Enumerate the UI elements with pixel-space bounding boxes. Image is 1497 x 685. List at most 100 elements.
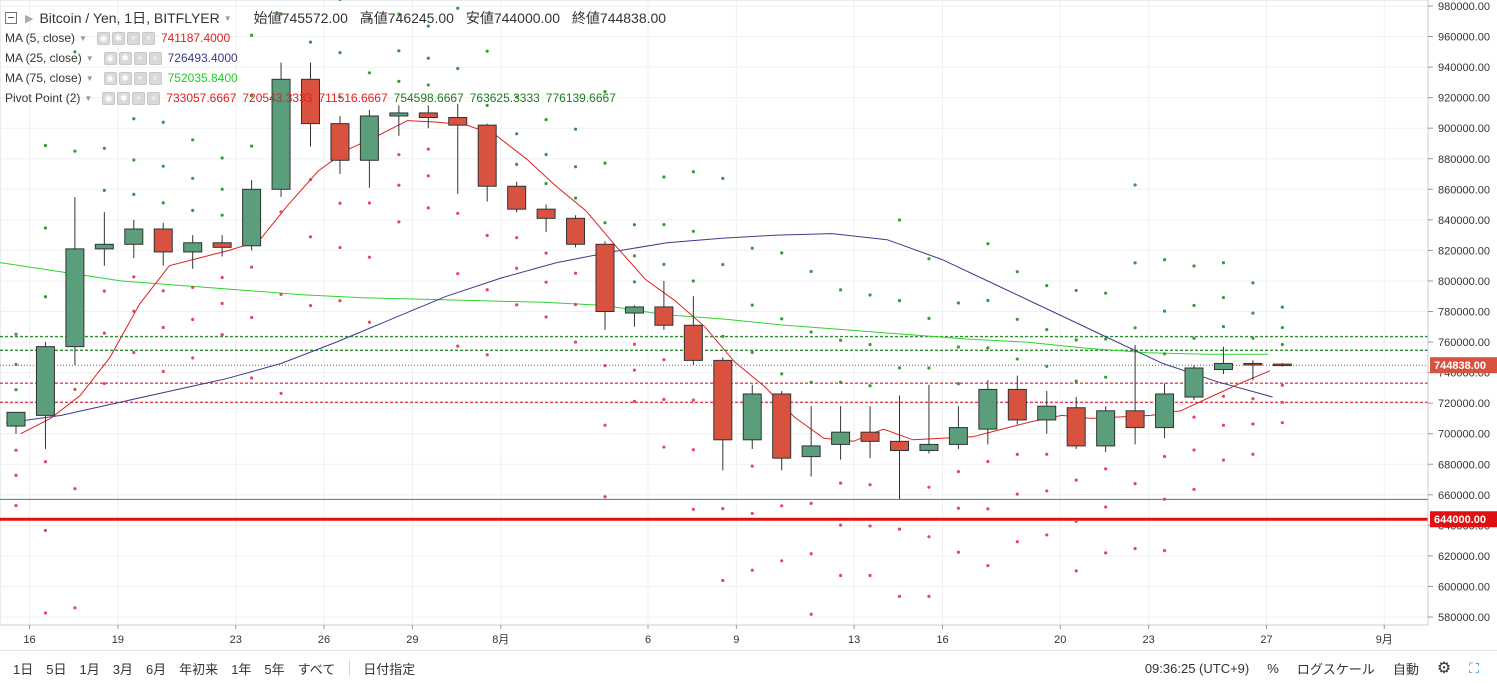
candlesticks [6, 62, 1292, 500]
chevron-down-icon[interactable]: ▼ [79, 33, 87, 43]
pivot-resistance-dot [1104, 291, 1108, 295]
plus-icon[interactable]: + [126, 31, 140, 45]
price-tick-label: 580000.00 [1438, 612, 1490, 624]
line-price-label-bg [1430, 511, 1497, 528]
pivot-resistance-dot [191, 176, 195, 180]
eye-icon[interactable]: ◉ [102, 91, 116, 105]
pivot-resistance-dot [191, 138, 195, 142]
range-button[interactable]: すべて [297, 661, 336, 677]
date-range-button[interactable]: 日付指定 [363, 661, 416, 677]
candle-body [860, 431, 880, 442]
gear-icon[interactable]: ✱ [118, 51, 132, 65]
candle [212, 235, 232, 257]
candle [153, 222, 173, 266]
auto-scale-toggle[interactable]: 自動 [1392, 661, 1419, 677]
indicator-row[interactable]: Pivot Point (2) ▼ ◉ ✱ + × 733057.6667 720543.33… [5, 89, 616, 107]
chevron-down-icon[interactable]: ▼ [84, 93, 93, 103]
pivot-resistance-dot [839, 288, 843, 292]
time-tick-label: 16 [936, 634, 948, 646]
pivot-support-dot [573, 340, 578, 344]
chevron-down-icon[interactable]: ▼ [85, 53, 94, 63]
pivot-support-dot [456, 211, 460, 215]
price-chart[interactable]: 980000.00 960000.00 940000.00 920000.00 9000… [0, 0, 1497, 650]
indicator-value: 741187.4000 [160, 31, 231, 45]
pivot-resistance-dot [161, 201, 165, 205]
pivot-support-dot [515, 266, 519, 270]
gear-icon[interactable]: ✱ [117, 91, 131, 105]
range-button[interactable]: 5年 [264, 661, 285, 677]
candle-body [742, 393, 762, 441]
pivot-support-dot [1015, 452, 1019, 456]
range-button[interactable]: 1日 [13, 661, 34, 677]
gear-icon[interactable]: ✱ [118, 71, 132, 85]
eye-icon[interactable]: ◉ [103, 51, 117, 65]
pivot-support-dot [250, 376, 254, 380]
pivot-resistance-dot [956, 381, 961, 386]
percent-toggle[interactable]: % [1267, 660, 1279, 676]
pivot-resistance-dot [43, 226, 48, 230]
candle [624, 305, 644, 327]
plus-icon[interactable]: + [132, 91, 146, 105]
candle-body [624, 306, 644, 314]
range-button[interactable]: 5日 [46, 661, 67, 677]
symbol-title[interactable]: Bitcoin / Yen, 1日, BITFLYER [39, 10, 220, 26]
collapse-icon[interactable] [5, 12, 17, 24]
pivot-resistance-dot [279, 12, 283, 16]
log-scale-toggle[interactable]: ログスケール [1296, 661, 1375, 677]
pivot-resistance-dot [868, 342, 872, 347]
plus-icon[interactable]: + [133, 51, 147, 65]
pivot-support-dot [544, 280, 548, 284]
indicator-name[interactable]: Pivot Point (2) [5, 91, 81, 105]
pivot-resistance-dot [1251, 281, 1255, 285]
candle [124, 219, 144, 259]
pivot-support-dot [1015, 540, 1019, 544]
eye-icon[interactable]: ◉ [96, 31, 110, 45]
pivot-support-dot [927, 485, 931, 489]
candle [1184, 364, 1204, 401]
symbol-arrow-icon[interactable]: ▶ [25, 12, 34, 25]
pivot-resistance-dot [220, 156, 224, 160]
open-label: 始値 [253, 10, 282, 26]
gear-icon[interactable]: ✱ [111, 31, 125, 45]
range-button[interactable]: 3月 [112, 661, 133, 677]
range-button[interactable]: 1年 [231, 661, 252, 677]
range-button[interactable]: 6月 [145, 661, 167, 677]
pivot-support-dot [750, 511, 754, 516]
indicator-row[interactable]: MA (25, close) ▼ ◉ ✱ + × 726493.4000 [5, 49, 238, 67]
candle-body [772, 393, 792, 459]
pivot-support-dot [868, 483, 872, 487]
range-button[interactable]: 年初来 [179, 661, 219, 677]
range-button[interactable]: 1月 [79, 661, 100, 677]
pivot-support-dot [1192, 415, 1196, 419]
candle [330, 115, 350, 175]
gear-icon[interactable]: ⚙ [1436, 660, 1452, 677]
pivot-support-dot [485, 233, 489, 238]
eye-icon[interactable]: ◉ [103, 71, 117, 85]
fullscreen-icon[interactable]: ⛶ [1469, 659, 1479, 676]
close-icon[interactable]: × [148, 71, 162, 85]
indicator-name[interactable]: MA (5, close) [5, 31, 76, 45]
pivot-resistance-dot [14, 362, 18, 367]
pivot-resistance-dot [14, 332, 18, 336]
pivot-resistance-dot [986, 242, 990, 246]
price-tick-label: 840000.00 [1438, 215, 1490, 227]
close-label: 終値 [571, 10, 600, 26]
indicator-value: 711516.6667 [318, 91, 388, 105]
indicator-name[interactable]: MA (75, close) [5, 71, 82, 85]
close-icon[interactable]: × [148, 51, 162, 65]
pivot-support-dot [1074, 569, 1078, 573]
indicator-row[interactable]: MA (5, close) ▼ ◉ ✱ + × 741187.4000 [5, 29, 230, 47]
pivot-support-dot [691, 507, 695, 511]
chevron-down-icon[interactable]: ▼ [85, 73, 94, 83]
plus-icon[interactable]: + [133, 71, 147, 85]
indicator-row[interactable]: MA (75, close) ▼ ◉ ✱ + × 752035.8400 [5, 69, 238, 87]
candle-body [536, 208, 556, 219]
pivot-resistance-dot [397, 49, 401, 53]
close-icon[interactable]: × [141, 31, 155, 45]
close-icon[interactable]: × [147, 91, 161, 105]
candle-body [6, 411, 26, 427]
indicator-name[interactable]: MA (25, close) [5, 51, 82, 65]
chevron-down-icon[interactable]: ▼ [223, 13, 232, 23]
pivot-support-dot [367, 255, 371, 259]
pivot-support-dot [1251, 397, 1255, 401]
